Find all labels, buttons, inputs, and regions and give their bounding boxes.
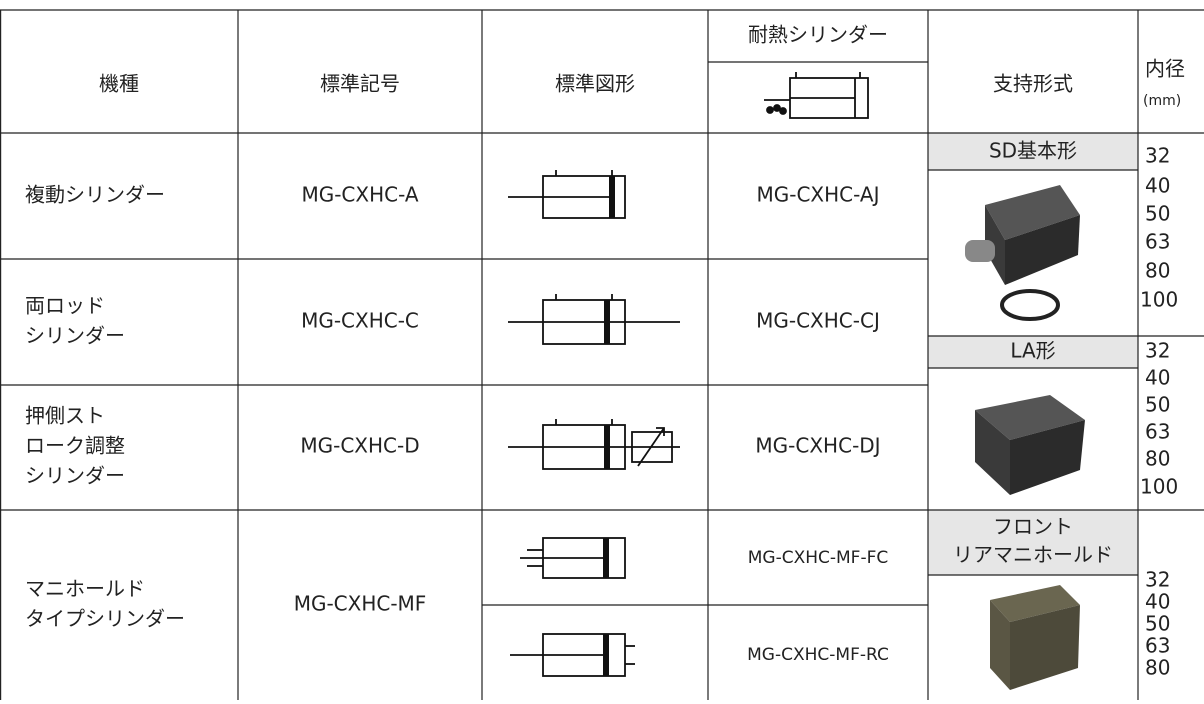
header-cell: 支持形式 [993, 72, 1073, 96]
product-photo [965, 185, 1080, 321]
bore: 40 [1145, 590, 1170, 614]
support-label: SD基本形 [989, 139, 1077, 163]
support-label: リアマニホールド [953, 543, 1113, 567]
model: シリンダー [25, 464, 125, 488]
bore: 40 [1145, 366, 1170, 390]
bore: 63 [1145, 420, 1170, 444]
model: 複動シリンダー [25, 183, 165, 207]
support-label: フロント [993, 515, 1073, 539]
model: シリンダー [25, 324, 125, 348]
bore: 32 [1145, 568, 1170, 592]
cylinder-symbol [508, 419, 680, 470]
heat-code: MG-CXHC-MF-RC [747, 645, 889, 665]
bore: 32 [1145, 339, 1170, 363]
label-bg [928, 510, 1138, 575]
model: ローク調整 [25, 434, 125, 458]
cylinder-symbol [508, 294, 680, 345]
header-cell: 内径 [1145, 57, 1185, 81]
code: MG-CXHC-A [301, 183, 418, 207]
bore: 50 [1145, 393, 1170, 417]
label-bg [928, 133, 1138, 170]
bore: 80 [1145, 259, 1170, 283]
table-lines [0, 9, 1204, 700]
code: MG-CXHC-C [301, 309, 419, 333]
model: 押側スト [25, 404, 105, 428]
model: マニホールド [25, 577, 145, 601]
bore: 100 [1140, 475, 1178, 499]
header-unit: (mm) [1143, 93, 1181, 109]
model: タイプシリンダー [25, 607, 185, 631]
bore: 100 [1140, 288, 1178, 312]
heat-code: MG-CXHC-CJ [756, 309, 880, 333]
header-cell: 標準図形 [555, 72, 635, 96]
bore: 63 [1145, 634, 1170, 658]
bore: 50 [1145, 202, 1170, 226]
model: 両ロッド [25, 294, 105, 318]
support-label: LA形 [1010, 339, 1055, 363]
bore: 32 [1145, 144, 1170, 168]
header-cell: 機種 [99, 72, 139, 96]
heat-symbol [764, 72, 869, 119]
bore: 50 [1145, 612, 1170, 636]
bore-list: 32 40 50 63 80 100 32 40 50 63 80 100 32… [1140, 144, 1178, 680]
cylinder-symbol [510, 633, 635, 677]
code: MG-CXHC-D [300, 434, 419, 458]
heat-code: MG-CXHC-DJ [755, 434, 880, 458]
cylinder-symbol [520, 537, 626, 579]
bore: 63 [1145, 230, 1170, 254]
header-cell: 標準記号 [320, 72, 400, 96]
product-photo [990, 585, 1080, 690]
heat-code: MG-CXHC-AJ [757, 183, 880, 207]
heat-code: MG-CXHC-MF-FC [748, 548, 889, 568]
bore: 80 [1145, 656, 1170, 680]
code: MG-CXHC-MF [294, 592, 427, 616]
bore: 40 [1145, 174, 1170, 198]
cylinder-symbol [508, 170, 626, 219]
label-bg [928, 336, 1138, 368]
product-photo [975, 395, 1085, 495]
header-cell: 耐熱シリンダー [748, 23, 888, 47]
bore: 80 [1145, 447, 1170, 471]
